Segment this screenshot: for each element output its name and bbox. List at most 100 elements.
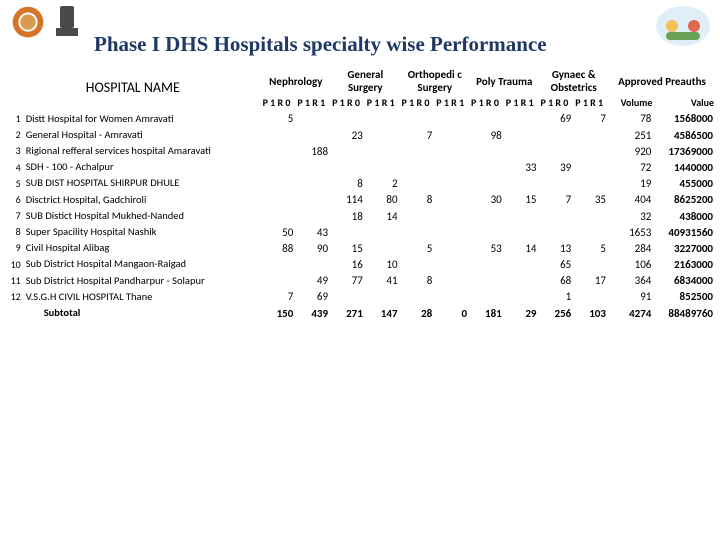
data-cell <box>435 257 470 273</box>
data-cell <box>435 159 470 175</box>
spec-head-3: Poly Trauma <box>470 67 539 96</box>
subtotal-cell: 256 <box>539 305 574 321</box>
spec-head-4: Gynaec & Obstetrics <box>539 67 608 96</box>
data-cell <box>365 240 400 256</box>
sub-col-4a: P 1 R 0 <box>539 96 574 111</box>
sub-col-3b: P 1 R 1 <box>504 96 539 111</box>
hospital-name: Rigional refferal services hospital Amar… <box>23 143 261 159</box>
table-row: 2General Hospital - Amravati237982514586… <box>5 127 716 143</box>
data-cell <box>470 208 505 224</box>
row-num: 10 <box>5 257 24 273</box>
hospital-name: Civil Hospital Alibag <box>23 240 261 256</box>
data-cell <box>261 257 296 273</box>
table-row: 7SUB Distict Hospital Mukhed-Nanded18143… <box>5 208 716 224</box>
data-cell <box>435 208 470 224</box>
sub-col-0a: P 1 R 0 <box>261 96 296 111</box>
hospital-name: General Hospital - Amravati <box>23 127 261 143</box>
data-cell: 7 <box>261 289 296 305</box>
data-cell: 15 <box>504 192 539 208</box>
data-cell <box>539 143 574 159</box>
value-cell: 40931560 <box>654 224 716 240</box>
data-cell <box>261 176 296 192</box>
spec-head-2: Orthopedi c Surgery <box>400 67 469 96</box>
sub-col-0b: P 1 R 1 <box>296 96 331 111</box>
hospital-name: V.S.G.H CIVIL HOSPITAL Thane <box>23 289 261 305</box>
data-cell <box>435 111 470 127</box>
data-cell <box>574 143 609 159</box>
data-cell <box>470 224 505 240</box>
data-cell <box>296 127 331 143</box>
data-cell <box>296 208 331 224</box>
value-cell: 1568000 <box>654 111 716 127</box>
value-cell: 852500 <box>654 289 716 305</box>
data-cell: 49 <box>296 273 331 289</box>
volume-cell: 920 <box>608 143 653 159</box>
sub-col-1b: P 1 R 1 <box>365 96 400 111</box>
data-cell: 18 <box>331 208 366 224</box>
data-cell: 68 <box>539 273 574 289</box>
data-cell <box>400 143 435 159</box>
data-cell <box>261 159 296 175</box>
sub-col-1a: P 1 R 0 <box>331 96 366 111</box>
value-cell: 455000 <box>654 176 716 192</box>
data-cell <box>296 257 331 273</box>
table-row: 8Super Spacility Hospital Nashik50431653… <box>5 224 716 240</box>
hospital-name: SUB DIST HOSPITAL SHIRPUR DHULE <box>23 176 261 192</box>
data-cell: 88 <box>261 240 296 256</box>
data-cell <box>435 289 470 305</box>
value-cell: 3227000 <box>654 240 716 256</box>
data-cell <box>574 208 609 224</box>
spec-head-1: General Surgery <box>331 67 400 96</box>
data-cell <box>331 111 366 127</box>
data-cell: 7 <box>574 111 609 127</box>
data-cell: 33 <box>504 159 539 175</box>
subtotal-empty <box>5 305 24 321</box>
data-cell: 14 <box>504 240 539 256</box>
data-cell: 10 <box>365 257 400 273</box>
table-row: 3Rigional refferal services hospital Ama… <box>5 143 716 159</box>
data-cell <box>365 159 400 175</box>
data-cell <box>435 224 470 240</box>
subtotal-cell: 28 <box>400 305 435 321</box>
data-cell: 188 <box>296 143 331 159</box>
volume-cell: 1653 <box>608 224 653 240</box>
data-cell <box>261 273 296 289</box>
subtotal-cell: 147 <box>365 305 400 321</box>
value-cell: 438000 <box>654 208 716 224</box>
data-cell <box>504 176 539 192</box>
data-cell <box>470 159 505 175</box>
data-cell <box>365 143 400 159</box>
data-cell: 17 <box>574 273 609 289</box>
data-cell: 39 <box>539 159 574 175</box>
data-cell: 98 <box>470 127 505 143</box>
data-cell <box>504 257 539 273</box>
volume-cell: 19 <box>608 176 653 192</box>
vol-head: Volume <box>608 96 653 111</box>
data-cell: 5 <box>261 111 296 127</box>
data-cell: 30 <box>470 192 505 208</box>
data-cell <box>435 176 470 192</box>
hospital-name-header: HOSPITAL NAME <box>5 67 262 111</box>
data-cell <box>400 257 435 273</box>
data-cell <box>331 289 366 305</box>
data-cell <box>504 127 539 143</box>
data-cell: 41 <box>365 273 400 289</box>
data-cell <box>435 127 470 143</box>
data-cell <box>435 192 470 208</box>
data-cell: 7 <box>539 192 574 208</box>
data-cell <box>574 257 609 273</box>
volume-cell: 91 <box>608 289 653 305</box>
data-cell: 16 <box>331 257 366 273</box>
data-cell: 5 <box>574 240 609 256</box>
data-cell <box>470 289 505 305</box>
hospital-name: SUB Distict Hospital Mukhed-Nanded <box>23 208 261 224</box>
data-cell <box>504 143 539 159</box>
data-cell <box>470 111 505 127</box>
data-cell <box>504 208 539 224</box>
data-cell <box>574 176 609 192</box>
row-num: 11 <box>5 273 24 289</box>
data-cell <box>261 192 296 208</box>
volume-cell: 106 <box>608 257 653 273</box>
table-row: 12V.S.G.H CIVIL HOSPITAL Thane7691918525… <box>5 289 716 305</box>
data-cell <box>400 289 435 305</box>
